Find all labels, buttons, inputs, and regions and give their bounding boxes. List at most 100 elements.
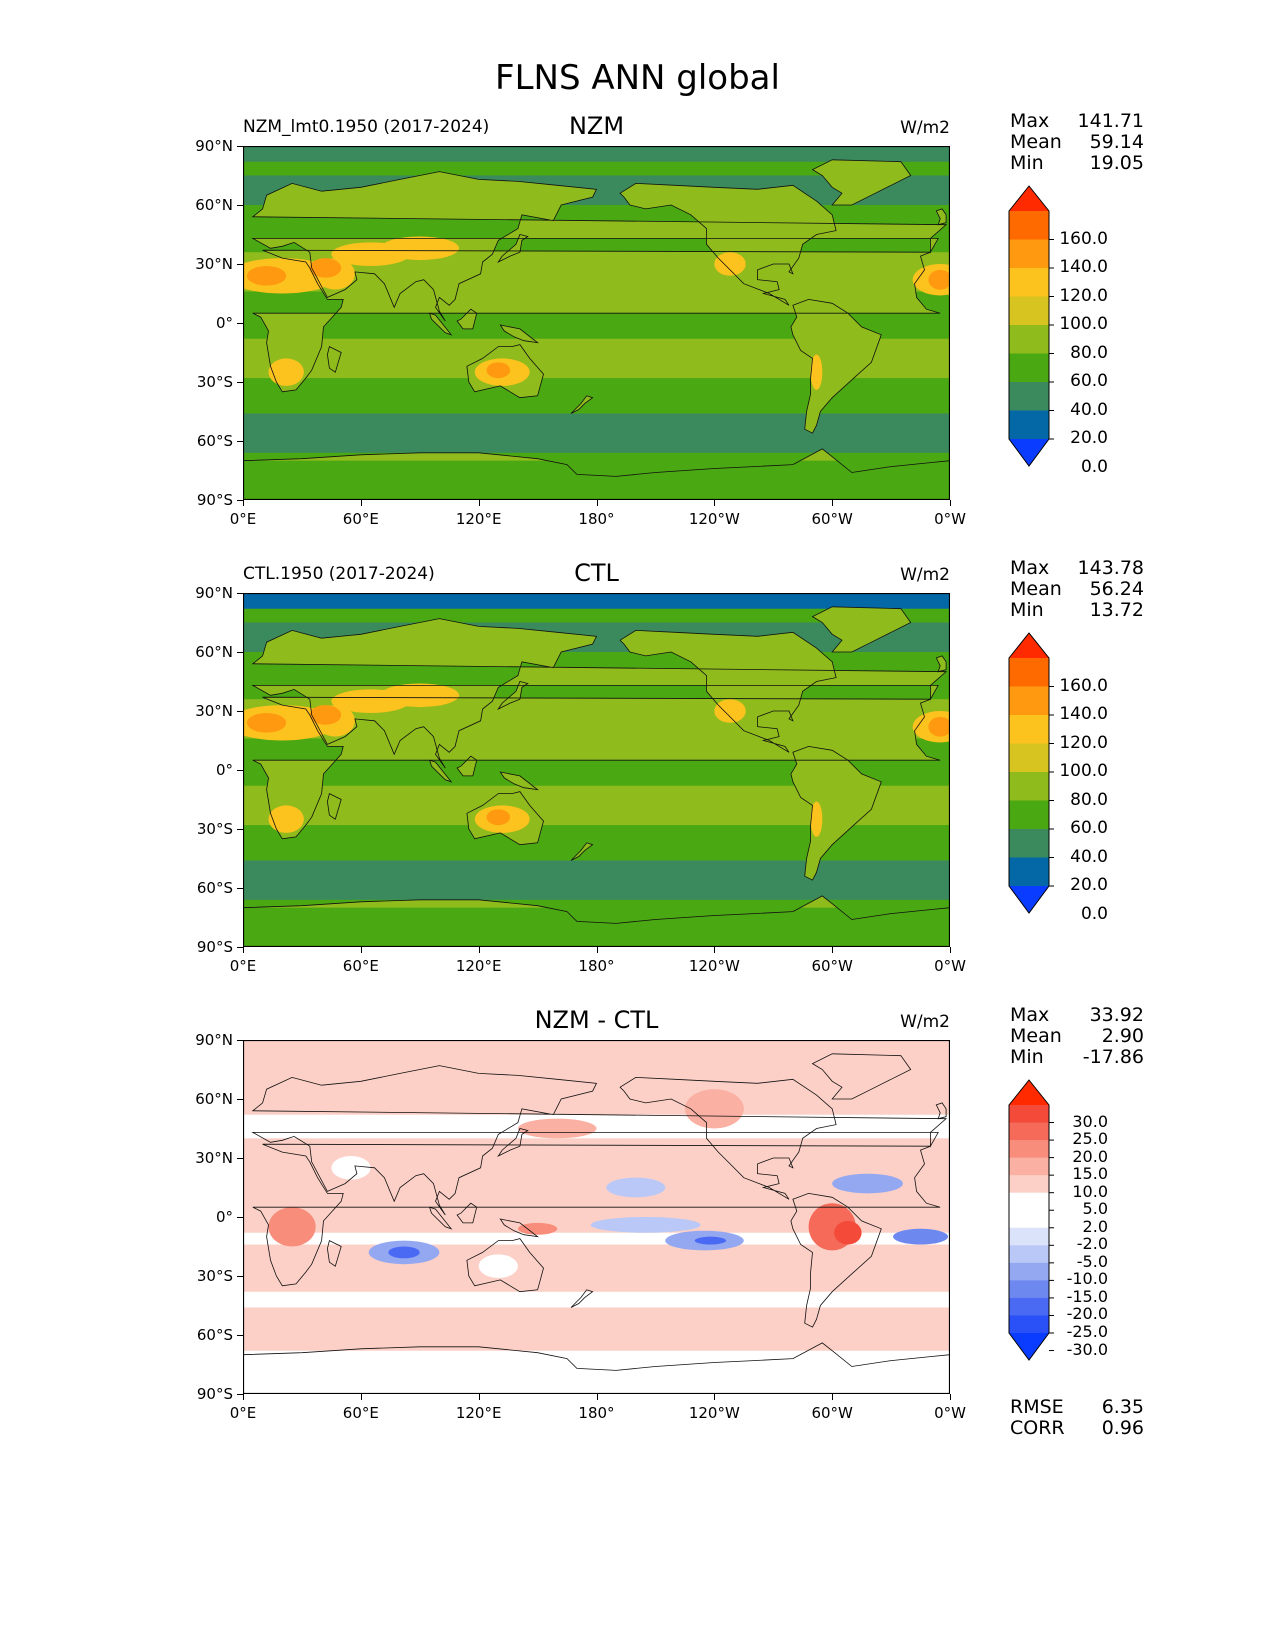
coastline-borneo	[456, 1202, 478, 1224]
map-panel-2	[243, 593, 950, 947]
colorbar-level-label: 40.0	[1070, 846, 1108, 867]
colorbar-swatch	[1009, 857, 1049, 887]
coastline-eurasia	[251, 1065, 948, 1216]
colorbar-level-label: 60.0	[1070, 818, 1108, 838]
coastline-newzealand	[570, 842, 594, 861]
coastline-australia	[466, 344, 544, 399]
stat-min-label: Min	[1010, 599, 1044, 621]
colorbar-swatch	[1009, 1210, 1049, 1229]
lat-tick-label: 30°N	[195, 255, 233, 273]
lon-tick-mark	[360, 947, 362, 953]
lon-tick-label: 120°E	[455, 957, 502, 975]
arid-region-4	[268, 805, 304, 833]
coastline-borneo	[457, 309, 477, 329]
lat-tick-label: 60°S	[196, 1326, 233, 1344]
coastline-namerica	[620, 183, 837, 306]
stat-min-label: Min	[1010, 1046, 1044, 1068]
coastline-namerica	[619, 1076, 837, 1200]
stat-mean-value: 59.14	[1089, 131, 1144, 153]
colorbar-level-label: 140.0	[1059, 257, 1108, 277]
stat-max-value: 143.78	[1077, 557, 1144, 579]
colorbar-level-label: 140.0	[1059, 704, 1108, 724]
coastline-sumatra	[429, 760, 452, 782]
lat-tick-label: 30°S	[196, 820, 233, 838]
stat-max-value: 33.92	[1089, 1004, 1144, 1026]
coastline-namerica	[620, 630, 837, 753]
lat-tick-label: 0°	[215, 314, 233, 332]
coastline-samerica	[790, 1192, 882, 1328]
lon-tick-label: 60°E	[342, 510, 379, 528]
coastline-greenland	[811, 159, 912, 206]
lat-tick-mark	[237, 441, 243, 442]
hot-region-2	[486, 362, 511, 379]
coastline-antarctica	[243, 448, 950, 500]
contour-field	[243, 1040, 950, 1394]
colorbar-extend-min	[1009, 886, 1049, 913]
panel-title: NZM - CTL	[534, 1006, 659, 1034]
stat-min-value: 19.05	[1089, 152, 1144, 174]
colorbar-level-label: 60.0	[1070, 371, 1108, 391]
coastline-newguinea	[499, 324, 540, 344]
coastline-sumatra	[428, 312, 453, 336]
stat-min-value: 13.72	[1089, 599, 1144, 621]
colorbar-level-label: 25.0	[1072, 1129, 1108, 1149]
lat-tick-label: 0°	[215, 761, 233, 779]
colorbar-extend-min	[1009, 439, 1049, 466]
hot-region-1	[309, 258, 342, 278]
coastline-greenland	[812, 606, 911, 652]
lon-tick-label: 120°W	[688, 510, 740, 528]
colorbar-swatch	[1009, 772, 1049, 801]
lat-tick-mark	[237, 1394, 243, 1395]
lat-tick-mark	[237, 1217, 243, 1218]
lat-tick-label: 30°S	[196, 1267, 233, 1285]
coastline-britain	[935, 1102, 947, 1120]
coastline-japan	[498, 681, 528, 709]
lon-tick-label: 0°W	[934, 510, 966, 528]
anomaly-region-13	[684, 1089, 744, 1129]
stat-mean: Mean 59.14	[1010, 131, 1144, 153]
colorbar-swatch	[1009, 1157, 1049, 1176]
colorbar-level-label: -30.0	[1066, 1339, 1108, 1359]
lat-tick-mark	[237, 205, 243, 206]
colorbar-level-label: -2.0	[1076, 1234, 1108, 1254]
lon-tick-mark	[243, 1394, 244, 1400]
coastline-newguinea	[500, 772, 538, 790]
coastline-japan	[497, 234, 529, 264]
coastline-africa	[252, 249, 941, 393]
colorbar-swatch	[1009, 410, 1049, 440]
stat-mean-value: 56.24	[1089, 578, 1144, 600]
colorbar-swatch	[1009, 296, 1049, 326]
coastline-britain	[935, 655, 947, 673]
metric-rmse-label: RMSE	[1010, 1396, 1064, 1418]
lat-tick-label: 0°	[215, 1208, 233, 1226]
coastline-madagascar	[326, 346, 342, 373]
coastline-antarctica	[243, 1342, 950, 1394]
anomaly-region-5	[694, 1236, 727, 1245]
colorbar-level-label: 0.0	[1080, 456, 1108, 477]
coastline-japan	[497, 1128, 529, 1158]
coastline-africa	[252, 1143, 941, 1287]
colorbar-level-label: 5.0	[1082, 1199, 1108, 1219]
lon-tick-label: 120°W	[688, 957, 740, 975]
lat-tick-mark	[237, 323, 243, 324]
lat-tick-label: 60°N	[195, 1090, 233, 1108]
coastline-newzealand	[571, 395, 593, 414]
coastline-samerica	[790, 746, 882, 881]
colorbar-swatch	[1009, 658, 1049, 687]
lon-tick-label: 0°W	[934, 1404, 966, 1422]
stat-max-value: 141.71	[1077, 110, 1144, 132]
units-label: W/m2	[900, 565, 950, 585]
stat-min: Min 19.05	[1010, 152, 1144, 174]
coastline-africa	[252, 250, 941, 392]
coastline-greenland	[812, 159, 911, 205]
colorbar-swatch	[1009, 239, 1049, 269]
panel-title: NZM	[568, 112, 625, 140]
colorbar-level-label: -25.0	[1066, 1322, 1108, 1341]
lat-tick-mark	[237, 770, 243, 771]
hot-region-3	[928, 716, 950, 737]
colorbar-level-label: 20.0	[1070, 428, 1108, 448]
colorbar-level-label: 15.0	[1072, 1164, 1108, 1184]
lat-tick-label: 30°N	[195, 1149, 233, 1167]
coastline-sumatra	[428, 759, 453, 783]
stat-mean-value: 2.90	[1101, 1025, 1144, 1047]
